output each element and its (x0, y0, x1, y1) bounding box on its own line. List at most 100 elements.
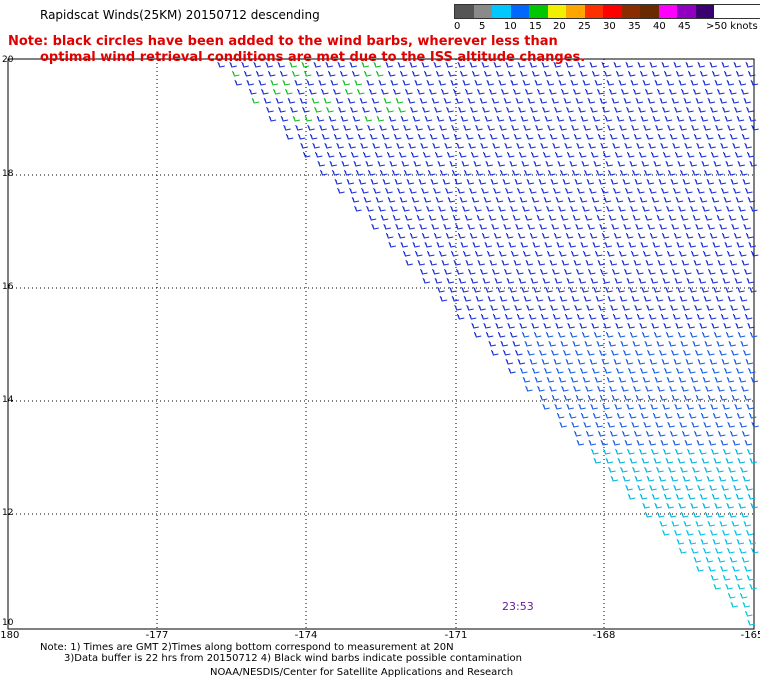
wind-barb (447, 70, 456, 77)
wind-barb (509, 160, 517, 167)
wind-barb (614, 277, 623, 284)
wind-barb (297, 133, 306, 140)
legend-label: 35 (628, 21, 641, 32)
wind-barb (617, 160, 625, 167)
wind-barb (603, 322, 611, 329)
wind-barb (685, 232, 694, 239)
wind-barb (473, 286, 481, 293)
wind-barb (686, 403, 694, 410)
wind-barb (567, 196, 576, 203)
wind-barb (662, 529, 670, 536)
wind-barb (747, 448, 755, 455)
wind-barb (707, 349, 715, 356)
wind-barb (494, 277, 503, 284)
wind-barb (536, 340, 544, 347)
wind-barb (596, 169, 604, 176)
wind-barb (668, 466, 676, 473)
wind-barb (475, 169, 484, 176)
wind-barb (373, 187, 381, 194)
wind-barb (693, 133, 702, 140)
legend-swatch (584, 5, 603, 18)
wind-barb (697, 187, 705, 194)
wind-barb (688, 367, 696, 374)
wind-barb (470, 277, 479, 284)
wind-barb (417, 88, 425, 95)
wind-barb (465, 88, 473, 95)
legend-swatch (455, 5, 474, 18)
wind-barb (638, 403, 646, 410)
wind-barb (674, 277, 683, 284)
wind-barb (577, 61, 585, 68)
wind-barb (504, 268, 512, 275)
wind-barb (588, 142, 596, 149)
wind-barb (453, 259, 461, 266)
wind-barb (490, 304, 498, 311)
wind-barb (337, 187, 345, 194)
wind-barb (387, 196, 396, 203)
wind-barb (493, 187, 501, 194)
wind-barb (633, 430, 642, 437)
wind-barb (725, 583, 733, 590)
wind-barb (583, 124, 591, 131)
wind-barb (729, 259, 738, 266)
wind-barb (676, 115, 685, 122)
wind-barb (651, 448, 659, 455)
wind-barb (623, 394, 632, 401)
wind-barb (497, 331, 506, 338)
wind-barb (566, 403, 574, 410)
wind-barb (734, 106, 742, 113)
wind-barb (438, 79, 446, 86)
wind-barb (636, 142, 644, 149)
wind-barb (624, 313, 633, 320)
wind-barb (608, 214, 617, 221)
wind-barb (630, 250, 639, 257)
wind-barb (714, 502, 722, 509)
wind-barb (617, 331, 626, 338)
wind-barb (640, 241, 648, 248)
wind-barb (522, 205, 530, 212)
wind-barb (577, 187, 585, 194)
wind-barb (681, 88, 689, 95)
wind-barb (744, 439, 753, 446)
wind-barb (698, 529, 706, 536)
wind-barb (675, 493, 684, 500)
wind-barb (735, 448, 743, 455)
wind-barb (442, 178, 451, 185)
legend-label: 20 (553, 21, 566, 32)
wind-barb (708, 313, 717, 320)
wind-barb (436, 241, 444, 248)
wind-barb (402, 79, 410, 86)
wind-barb (488, 214, 497, 221)
wind-barb (606, 250, 615, 257)
wind-barb (263, 97, 272, 104)
wind-barb (676, 538, 685, 545)
wind-barb (440, 214, 449, 221)
wind-barb (687, 322, 695, 329)
wind-barb (590, 151, 599, 158)
wind-barb (699, 448, 707, 455)
wind-barb (376, 115, 385, 122)
wind-barb (665, 331, 674, 338)
wind-barb (741, 259, 750, 266)
wind-barb (393, 133, 402, 140)
wind-barb (653, 457, 662, 464)
wind-barb (265, 61, 273, 68)
wind-barb (601, 187, 609, 194)
wind-barb (736, 241, 744, 248)
wind-barb (729, 133, 738, 140)
wind-barb (416, 214, 425, 221)
wind-barb (326, 151, 335, 158)
wind-barb (563, 349, 571, 356)
wind-barb (359, 97, 368, 104)
wind-barb (630, 205, 638, 212)
wind-barb (703, 547, 711, 554)
wind-barb (585, 430, 594, 437)
wind-barb (681, 133, 690, 140)
wind-barb (624, 439, 633, 446)
wind-barb (261, 88, 269, 95)
wind-barb (502, 349, 511, 356)
wind-barb (667, 124, 675, 131)
wind-barb (543, 196, 552, 203)
wind-barb (560, 169, 568, 176)
wind-barb (347, 97, 356, 104)
